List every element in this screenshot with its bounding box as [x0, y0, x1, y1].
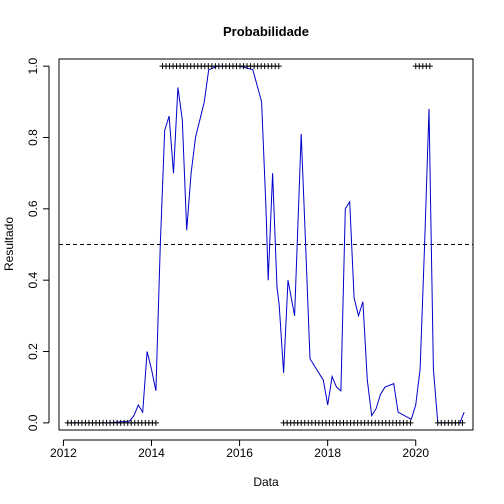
- y-tick-label: 0.0: [26, 414, 40, 431]
- chart-title: Probabilidade: [223, 24, 309, 39]
- observations-layer: [64, 63, 466, 426]
- x-tick-label: 2018: [314, 446, 341, 460]
- x-tick-label: 2020: [402, 446, 429, 460]
- observation-marker: [407, 419, 414, 426]
- x-tick-label: 2012: [50, 446, 77, 460]
- y-tick-label: 0.8: [26, 129, 40, 146]
- y-tick-label: 1.0: [26, 57, 40, 74]
- observation-marker: [459, 419, 466, 426]
- x-tick-label: 2016: [226, 446, 253, 460]
- y-axis: 0.0 0.2 0.4 0.6 0.8 1.0: [26, 57, 50, 431]
- series-line-probabilidade: [66, 65, 465, 424]
- x-axis-label: Data: [253, 475, 279, 489]
- y-tick-label: 0.4: [26, 272, 40, 289]
- y-axis-label: Resultado: [2, 217, 16, 271]
- series-layer: [66, 65, 465, 424]
- y-tick-label: 0.6: [26, 200, 40, 217]
- observation-marker: [275, 63, 282, 70]
- observation-marker: [152, 419, 159, 426]
- x-tick-label: 2014: [138, 446, 165, 460]
- x-axis: 2012 2014 2016 2018 2020: [50, 439, 429, 460]
- y-tick-label: 0.2: [26, 343, 40, 360]
- observation-marker: [426, 63, 433, 70]
